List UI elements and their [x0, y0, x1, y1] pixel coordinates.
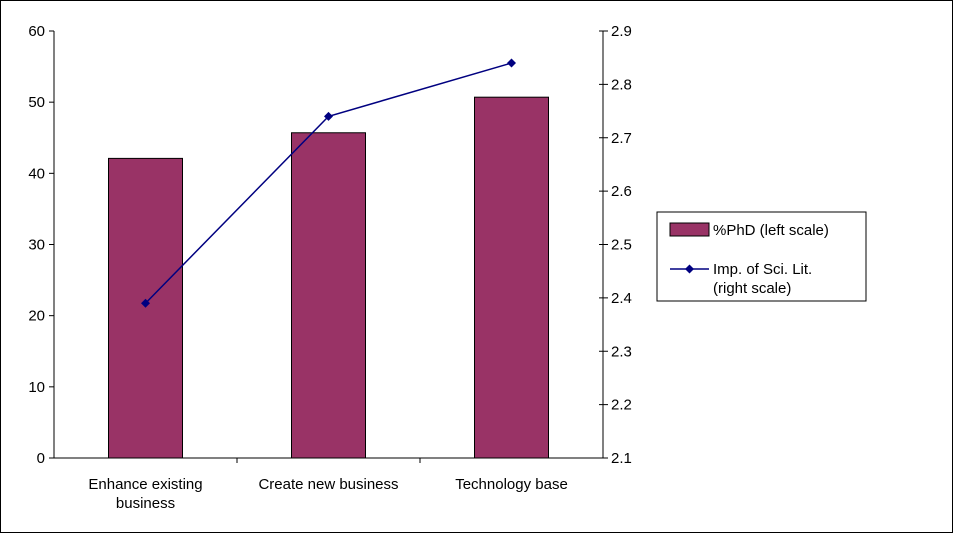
legend-line-label-2: (right scale): [713, 280, 791, 297]
x-tick-label: Technology base: [455, 476, 568, 493]
left-tick-label: 30: [28, 237, 45, 254]
left-tick-label: 40: [28, 165, 45, 182]
left-tick-label: 10: [28, 379, 45, 396]
line-series: [141, 58, 516, 308]
legend-bar-label: %PhD (left scale): [713, 222, 829, 239]
left-axis-ticks: 0 10 20 30 40 50 60: [28, 23, 54, 467]
right-tick-label: 2.8: [611, 76, 632, 93]
right-tick-label: 2.4: [611, 290, 632, 307]
line-point: [141, 298, 150, 308]
line-point: [507, 58, 516, 68]
right-tick-label: 2.5: [611, 237, 632, 254]
right-axis-ticks: 2.1 2.2 2.3 2.4 2.5 2.6 2.7 2.8 2.9: [599, 23, 632, 467]
legend: %PhD (left scale) Imp. of Sci. Lit. (rig…: [656, 211, 867, 302]
bar: [474, 96, 549, 459]
left-tick-label: 0: [37, 450, 45, 467]
right-tick-label: 2.3: [611, 343, 632, 360]
left-tick-label: 50: [28, 94, 45, 111]
left-tick-label: 60: [28, 23, 45, 40]
legend-line-marker: [685, 264, 694, 274]
bar: [291, 132, 366, 459]
right-tick-label: 2.9: [611, 23, 632, 40]
x-tick-label: Enhance existing: [88, 476, 202, 493]
x-tick-label: Create new business: [258, 476, 398, 493]
left-tick-label: 20: [28, 308, 45, 325]
bar-series: [108, 96, 549, 459]
legend-line-label-1: Imp. of Sci. Lit.: [713, 261, 812, 278]
right-tick-label: 2.2: [611, 397, 632, 414]
right-tick-label: 2.7: [611, 130, 632, 147]
legend-bar-swatch: [669, 222, 710, 237]
right-tick-label: 2.1: [611, 450, 632, 467]
x-axis-labels: Enhance existing business Create new busin…: [88, 458, 568, 512]
right-tick-label: 2.6: [611, 183, 632, 200]
x-tick-label: business: [116, 495, 175, 512]
bar: [108, 157, 183, 459]
line-point: [324, 111, 333, 121]
